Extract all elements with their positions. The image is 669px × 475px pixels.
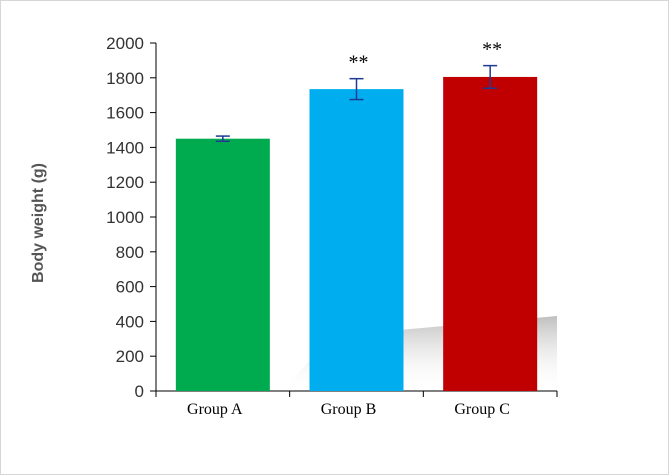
labels: Group A Group B ** Group C **: [187, 39, 510, 418]
significance-label: **: [482, 39, 502, 61]
x-category-label: Group A: [187, 401, 243, 418]
y-tick-label: 1200: [106, 173, 144, 192]
y-tick-label: 0: [135, 382, 144, 401]
bar-group-a: [175, 138, 270, 391]
bars: [175, 76, 538, 392]
significance-label: **: [349, 52, 369, 74]
error-bars: [215, 64, 498, 143]
y-tick-label: 400: [116, 312, 144, 331]
y-tick-label: 2000: [106, 34, 144, 53]
x-category-label: Group C: [454, 401, 510, 418]
y-tick-label: 1800: [106, 69, 144, 88]
y-ticks: 0 200 400 600 800 1000 1200 1400 1600 1800 2000: [106, 34, 558, 401]
bar-group-b: [309, 89, 404, 392]
y-tick-label: 200: [116, 347, 144, 366]
y-tick-label: 600: [116, 278, 144, 297]
bar-group-c: [443, 76, 538, 392]
y-axis-title: Body weight (g): [30, 163, 47, 283]
y-tick-label: 1000: [106, 208, 144, 227]
y-tick-label: 800: [116, 243, 144, 262]
y-tick-label: 1400: [106, 138, 144, 157]
x-category-label: Group B: [321, 401, 377, 418]
y-tick-label: 1600: [106, 104, 144, 123]
